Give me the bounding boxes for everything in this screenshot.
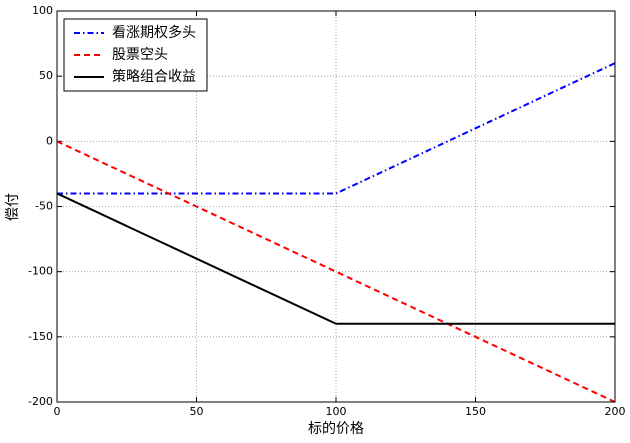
x-tick-label: 200 — [605, 405, 626, 418]
y-tick-label: 0 — [46, 134, 53, 147]
y-tick-label: -200 — [28, 395, 53, 408]
legend-label: 看涨期权多头 — [112, 24, 196, 41]
x-tick-label: 0 — [54, 405, 61, 418]
plot-frame — [56, 10, 616, 403]
x-tick-label: 150 — [465, 405, 486, 418]
line — [56, 192, 615, 325]
x-axis-label: 标的价格 — [308, 421, 364, 437]
y-tick-label: 50 — [39, 69, 53, 82]
y-tick-label: -150 — [28, 330, 53, 343]
y-tick-label: -100 — [28, 265, 53, 278]
line — [56, 140, 616, 403]
x-tick-label: 100 — [326, 405, 347, 418]
x-tick-label: 50 — [190, 405, 204, 418]
y-tick-label: -50 — [35, 200, 53, 213]
y-tick-label: 100 — [32, 4, 53, 17]
y-axis-label: 偿付 — [5, 193, 21, 221]
legend-label: 股票空头 — [112, 47, 168, 63]
legend-label: 策略组合收益 — [112, 68, 196, 85]
